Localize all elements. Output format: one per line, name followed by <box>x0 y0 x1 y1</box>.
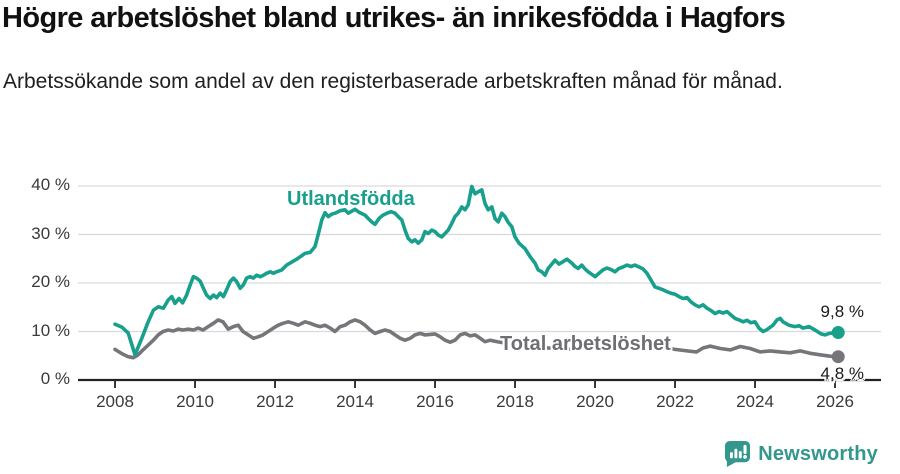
newsworthy-logo[interactable]: Newsworthy <box>724 440 878 468</box>
y-axis-label: 40 % <box>31 175 70 194</box>
x-axis-label: 2020 <box>576 392 614 411</box>
series-end-dot-total-arbetsl-shet <box>831 350 845 364</box>
y-axis-label: 10 % <box>31 320 70 340</box>
x-axis-label: 2016 <box>416 392 454 411</box>
x-axis-label: 2014 <box>336 392 374 411</box>
x-axis-label: 2008 <box>96 392 134 411</box>
end-value-label-utlandsfodda: 9,8 % <box>820 302 864 321</box>
end-value-label-total-arbetsloshet: 4,8 % <box>820 364 864 383</box>
x-axis-label: 2010 <box>176 392 214 411</box>
x-axis-label: 2024 <box>736 392 774 411</box>
series-line-utlandsf-dda <box>113 184 841 357</box>
chart-subtitle: Arbetssökande som andel av den registerb… <box>3 70 783 93</box>
newsworthy-icon <box>725 440 751 468</box>
x-axis-label: 2026 <box>816 392 854 411</box>
x-axis-label: 2022 <box>656 392 694 411</box>
series-label-utlandsfodda: Utlandsfödda <box>287 188 415 210</box>
series-line-total-arbetsl-shet <box>113 318 841 360</box>
y-axis-label: 20 % <box>31 272 70 291</box>
chart-title: Högre arbetslöshet bland utrikes- än inr… <box>2 2 786 34</box>
series-label-total-arbetsloshet: Total arbetslöshet <box>500 333 671 355</box>
x-axis-label: 2012 <box>256 392 294 411</box>
x-axis-label: 2018 <box>496 392 534 411</box>
newsworthy-wordmark: Newsworthy <box>758 442 878 465</box>
series-end-dot-utlandsf-dda <box>831 326 845 339</box>
y-axis-label: 30 % <box>31 223 70 243</box>
y-axis-label: 0 % <box>40 369 70 388</box>
